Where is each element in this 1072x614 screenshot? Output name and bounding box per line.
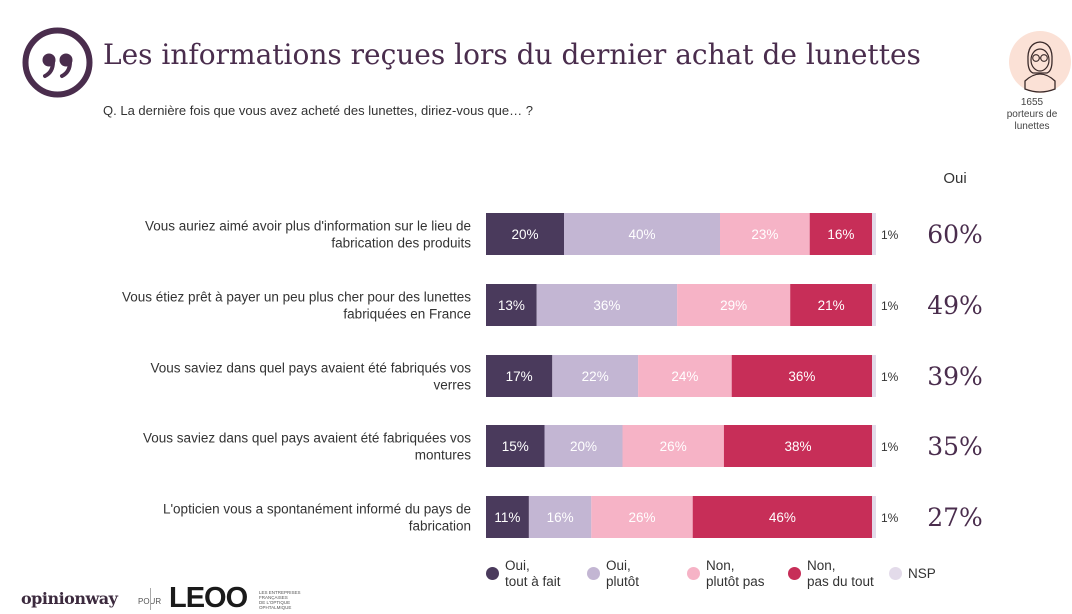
nsp-data-label: 1% — [881, 299, 899, 313]
bar-segment-nsp — [872, 496, 876, 538]
legend-item-nsp: NSP — [889, 558, 936, 582]
bar-segment-non_plutot_pas — [622, 425, 724, 467]
bar-segment-non_pas_du_tout — [692, 496, 873, 538]
sample-size: 1655 porteurs de lunettes — [994, 97, 1070, 133]
oui-column-header: Oui — [943, 170, 967, 187]
bar-segment-non_plutot_pas — [720, 213, 810, 255]
bar-segment-nsp — [872, 425, 876, 467]
brand-divider — [150, 588, 151, 610]
category-label: Vous saviez dans quel pays avaient été f… — [143, 431, 471, 463]
sample-label: porteurs de lunettes — [1006, 109, 1058, 132]
legend-swatch — [587, 567, 600, 580]
oui-total: 60% — [927, 220, 983, 249]
bar-segment-oui_plutot — [528, 496, 592, 538]
legend-label: Oui, tout à fait — [505, 558, 561, 589]
survey-question: Q. La dernière fois que vous avez acheté… — [103, 103, 533, 118]
bar-segment-oui_tout_a_fait — [486, 425, 545, 467]
bar-segment-oui_tout_a_fait — [486, 284, 537, 326]
data-label: 46% — [769, 510, 796, 525]
data-label: 36% — [593, 298, 620, 313]
leoo-logo: LEOO — [169, 582, 248, 614]
oui-total: 49% — [927, 291, 983, 320]
pour-label: POUR — [138, 597, 161, 606]
data-label: 26% — [628, 510, 655, 525]
bar-segment-non_plutot_pas — [677, 284, 791, 326]
bar-segment-nsp — [872, 355, 876, 397]
data-label: 13% — [498, 298, 525, 313]
page-title: Les informations reçues lors du dernier … — [103, 38, 921, 71]
data-label: 17% — [506, 369, 533, 384]
nsp-data-label: 1% — [881, 440, 899, 454]
category-label: L'opticien vous a spontanément informé d… — [163, 502, 471, 534]
bar-segment-non_plutot_pas — [591, 496, 693, 538]
legend-label: Oui, plutôt — [606, 558, 640, 589]
data-label: 26% — [660, 439, 687, 454]
sample-count: 1655 — [1020, 97, 1044, 108]
bar-segment-oui_plutot — [544, 425, 623, 467]
bar-segment-non_pas_du_tout — [731, 355, 873, 397]
bar-segment-oui_tout_a_fait — [486, 496, 529, 538]
legend-label: Non, pas du tout — [807, 558, 874, 589]
bar-segment-nsp — [872, 213, 876, 255]
leoo-caption: LES ENTREPRISES FRANÇAISES DE L'OPTIQUE … — [259, 590, 301, 610]
data-label: 23% — [751, 227, 778, 242]
bar-segment-oui_tout_a_fait — [486, 213, 564, 255]
category-label: Vous saviez dans quel pays avaient été f… — [151, 361, 472, 393]
data-label: 22% — [582, 369, 609, 384]
data-label: 40% — [628, 227, 655, 242]
legend-item-non_pas_du_tout: Non, pas du tout — [788, 558, 874, 590]
data-label: 38% — [784, 439, 811, 454]
bar-segment-non_plutot_pas — [638, 355, 732, 397]
oui-total: 35% — [927, 432, 983, 461]
data-label: 21% — [818, 298, 845, 313]
bar-segment-non_pas_du_tout — [723, 425, 873, 467]
bar-segment-oui_plutot — [552, 355, 639, 397]
nsp-data-label: 1% — [881, 228, 899, 242]
data-label: 11% — [494, 510, 520, 525]
data-label: 24% — [671, 369, 698, 384]
quote-icon — [22, 27, 93, 98]
bar-segment-non_pas_du_tout — [790, 284, 873, 326]
legend-label: Non, plutôt pas — [706, 558, 765, 589]
bar-segment-non_pas_du_tout — [809, 213, 873, 255]
nsp-data-label: 1% — [881, 511, 899, 525]
bar-segment-nsp — [872, 284, 876, 326]
oui-total: 27% — [927, 503, 983, 532]
bar-segment-oui_tout_a_fait — [486, 355, 553, 397]
data-label: 16% — [827, 227, 854, 242]
data-label: 15% — [502, 439, 529, 454]
bar-segment-oui_plutot — [536, 284, 678, 326]
data-label: 20% — [570, 439, 597, 454]
opinionway-logo: opinionway — [21, 589, 118, 608]
legend-label: NSP — [908, 566, 936, 581]
legend-swatch — [788, 567, 801, 580]
category-label: Vous étiez prêt à payer un peu plus cher… — [122, 290, 471, 322]
legend-swatch — [687, 567, 700, 580]
data-label: 20% — [511, 227, 538, 242]
respondent-avatar-icon — [1009, 31, 1071, 93]
category-label: Vous auriez aimé avoir plus d'informatio… — [145, 219, 471, 251]
data-label: 36% — [788, 369, 815, 384]
nsp-data-label: 1% — [881, 370, 899, 384]
legend-swatch — [486, 567, 499, 580]
data-label: 16% — [547, 510, 574, 525]
legend-swatch — [889, 567, 902, 580]
legend-item-oui_tout_a_fait: Oui, tout à fait — [486, 558, 561, 590]
bar-segment-oui_plutot — [564, 213, 720, 255]
data-label: 29% — [720, 298, 747, 313]
oui-total: 39% — [927, 362, 983, 391]
legend-item-oui_plutot: Oui, plutôt — [587, 558, 639, 590]
legend-item-non_plutot_pas: Non, plutôt pas — [687, 558, 765, 590]
